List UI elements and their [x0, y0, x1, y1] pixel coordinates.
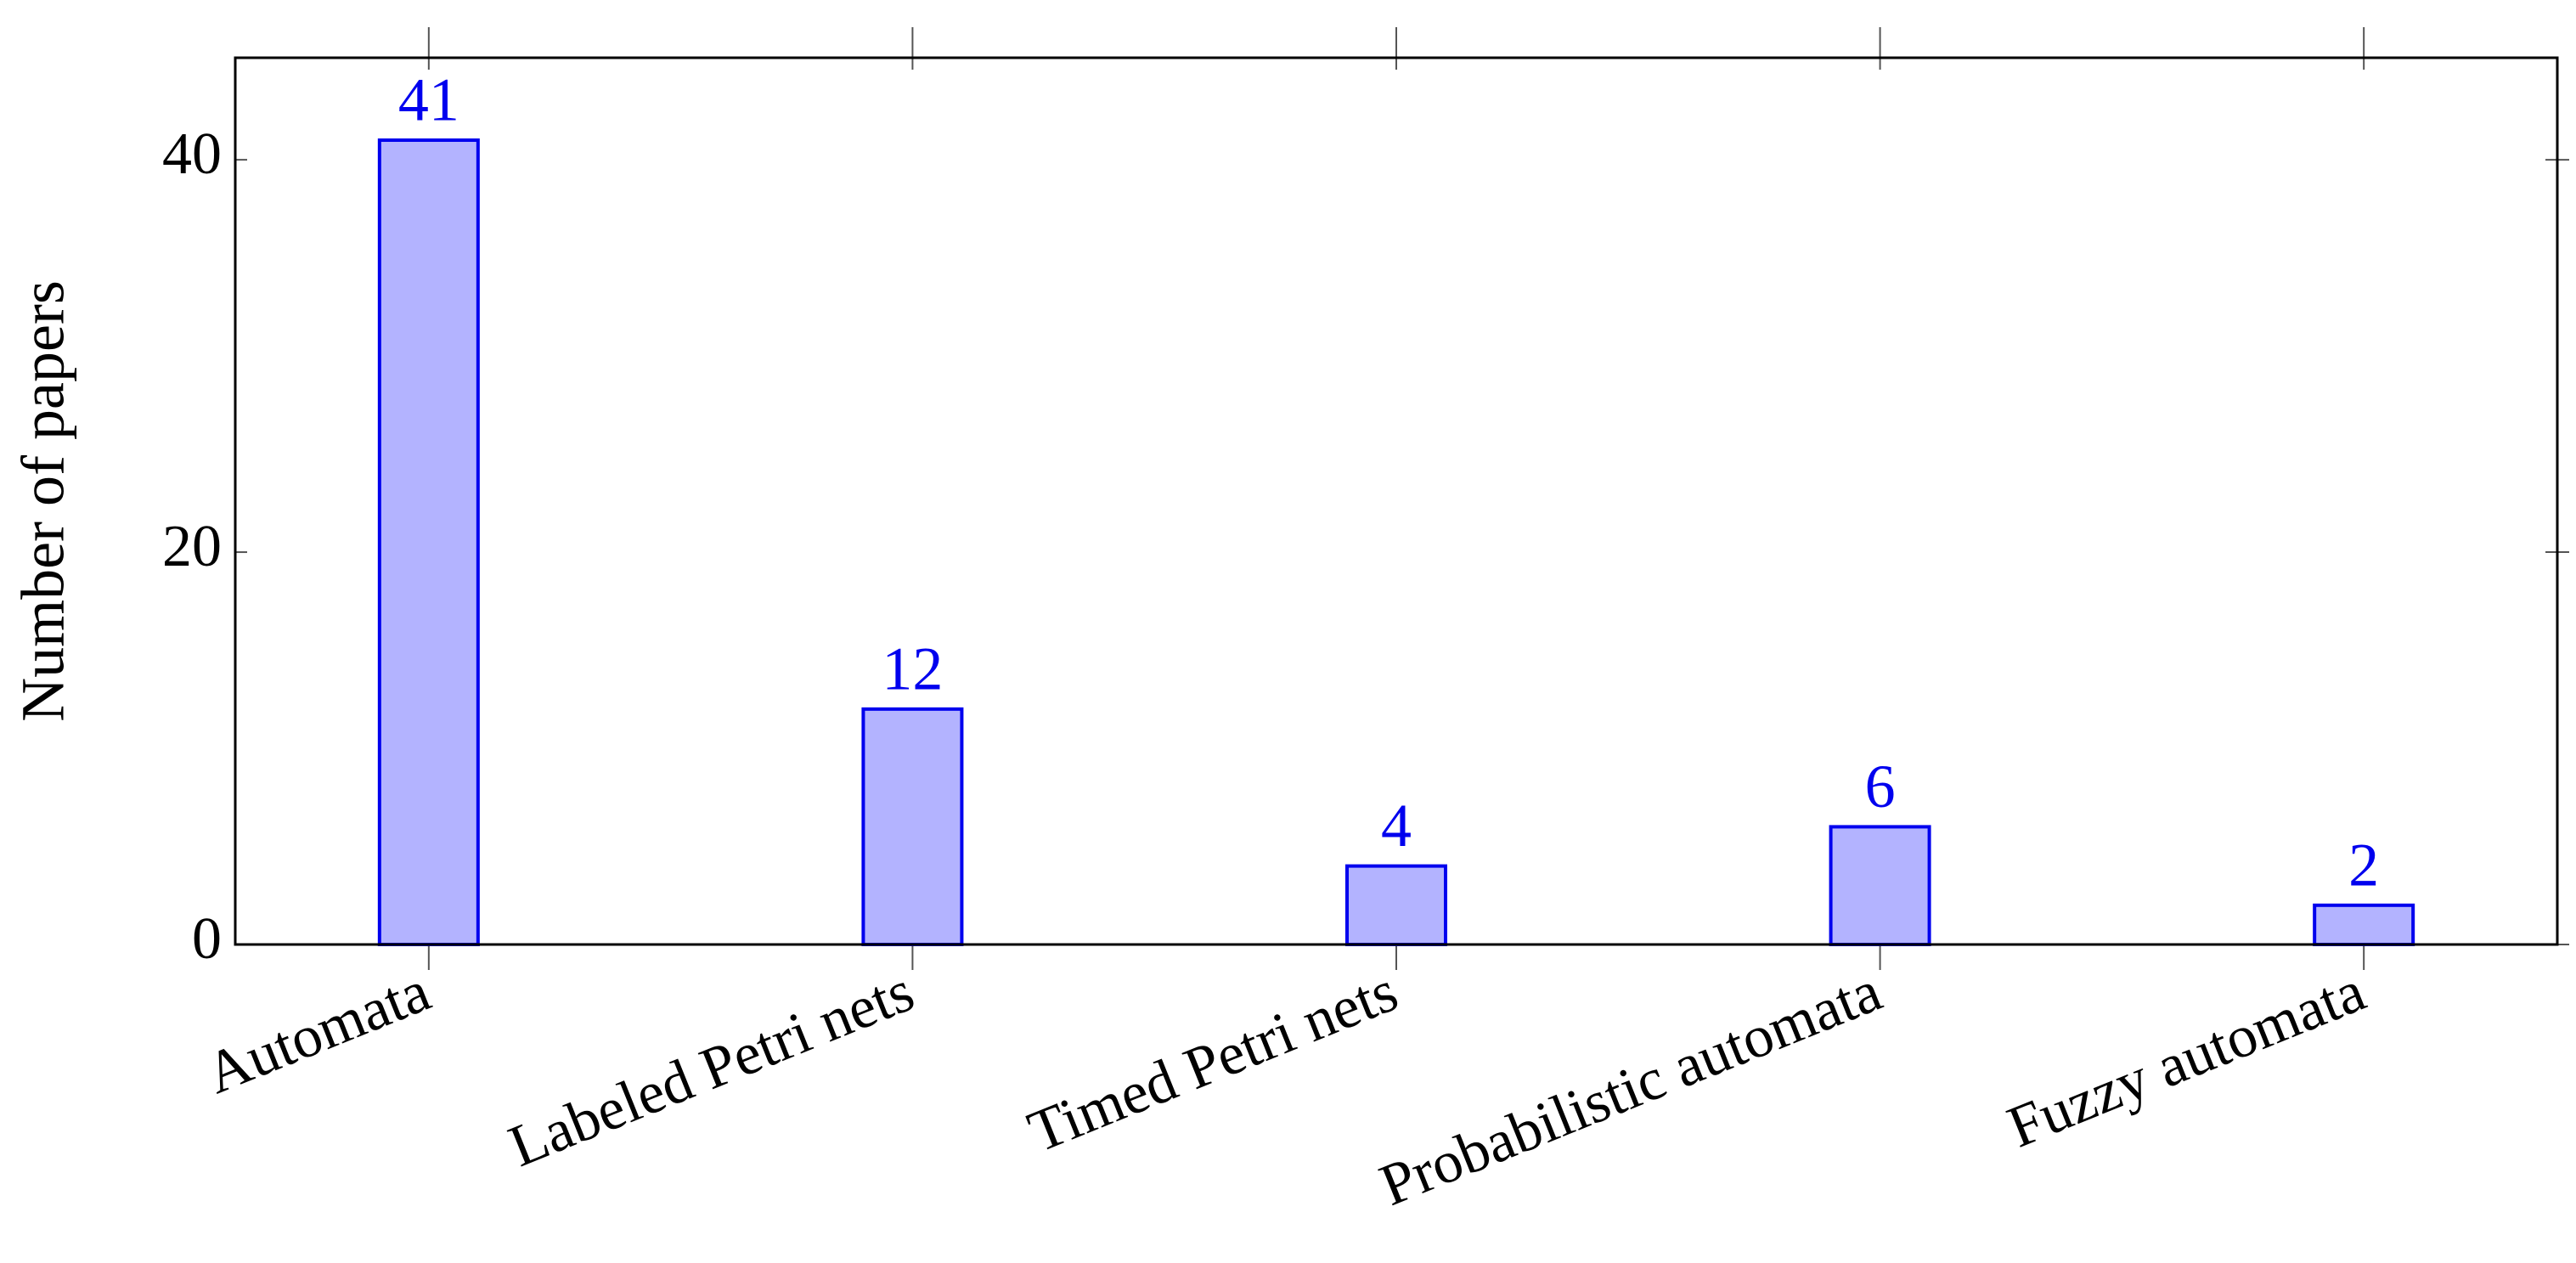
bar [1345, 864, 1447, 946]
bar [2313, 903, 2415, 946]
value-label: 41 [398, 66, 459, 134]
value-label: 6 [1865, 753, 1896, 820]
y-tick-label: 40 [162, 121, 222, 187]
value-label: 4 [1381, 792, 1412, 860]
x-tick-label: Automata [197, 958, 439, 1107]
y-tick-label: 0 [192, 906, 222, 972]
y-tick-label: 20 [162, 514, 222, 579]
bar [377, 138, 480, 946]
value-label: 12 [882, 634, 943, 702]
plot-frame [234, 56, 2559, 946]
x-tick-label: Fuzzy automata [1999, 958, 2375, 1160]
bar [1829, 825, 1931, 947]
x-tick-label: Timed Petri nets [1019, 958, 1406, 1165]
value-label: 2 [2348, 831, 2379, 899]
x-tick-label: Probabilistic automata [1372, 958, 1891, 1219]
x-tick-label: Labeled Petri nets [500, 958, 922, 1180]
bar [861, 707, 964, 946]
y-axis-label: Number of papers [9, 280, 77, 722]
